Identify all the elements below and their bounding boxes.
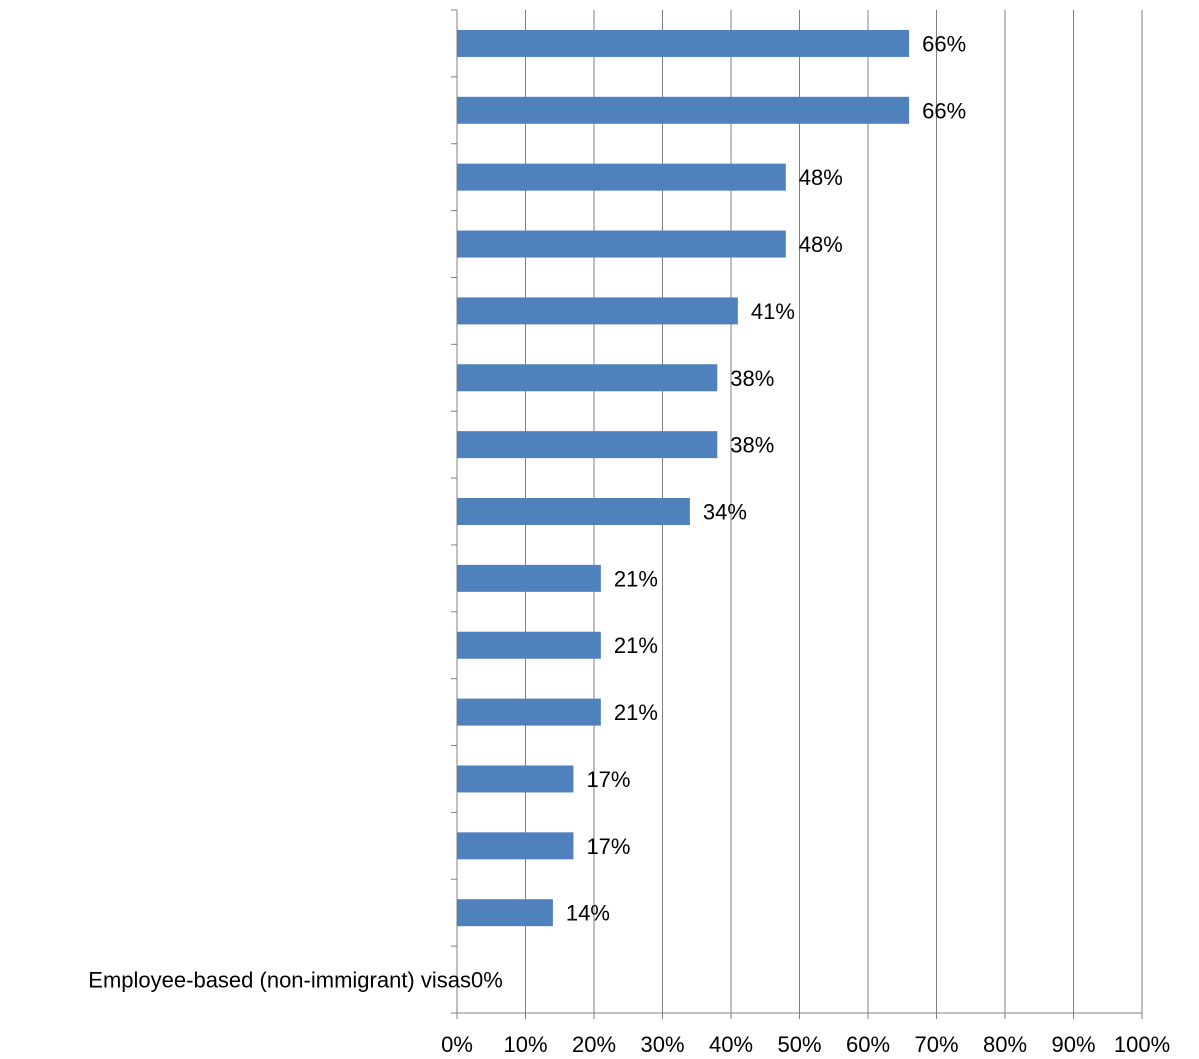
data-labels: 66% 66% 48% 48% 41% 38% 38% 34% 21% 21% 21% 17% 17% 1… [471,31,966,992]
x-tick-label: 70% [914,1032,958,1057]
x-tick-label: 10% [503,1032,547,1057]
data-label: 21% [614,566,658,591]
bar [457,230,786,258]
data-label: 17% [586,767,630,792]
bar [457,498,690,525]
data-label: 48% [799,232,843,257]
bar [457,297,738,325]
bar [457,96,910,124]
data-label: 66% [922,31,966,56]
x-tick-label: 80% [983,1032,1027,1057]
bar [457,899,553,927]
x-tick-label: 40% [709,1032,753,1057]
x-tick-label: 90% [1051,1032,1095,1057]
data-label: 41% [751,299,795,324]
x-tick-label: 20% [572,1032,616,1057]
category-labels: Employee-based (non-immigrant) visas [88,968,471,993]
bar [457,564,601,592]
x-tick-label: 30% [640,1032,684,1057]
bar [457,163,786,191]
category-label: Employee-based (non-immigrant) visas [88,968,471,993]
data-label: 48% [799,165,843,190]
bar [457,431,718,459]
data-label: 38% [730,366,774,391]
x-tick-label: 100% [1114,1032,1170,1057]
data-label: 0% [471,968,503,993]
x-tick-labels: 0% 10% 20% 30% 40% 50% 60% 70% 80% 90% 100% [441,1032,1170,1057]
data-label: 17% [586,834,630,859]
x-tick-label: 50% [777,1032,821,1057]
bar [457,698,601,726]
bar [457,364,718,392]
data-label: 38% [730,433,774,458]
x-tick-label: 0% [441,1032,473,1057]
bar [457,765,574,793]
x-tick-label: 60% [846,1032,890,1057]
data-label: 14% [566,901,610,926]
bar [457,832,574,860]
data-label: 21% [614,700,658,725]
data-label: 21% [614,633,658,658]
data-label: 66% [922,98,966,123]
data-label: 34% [703,500,747,525]
bar [457,29,910,57]
bars [457,29,910,927]
bar [457,631,601,659]
